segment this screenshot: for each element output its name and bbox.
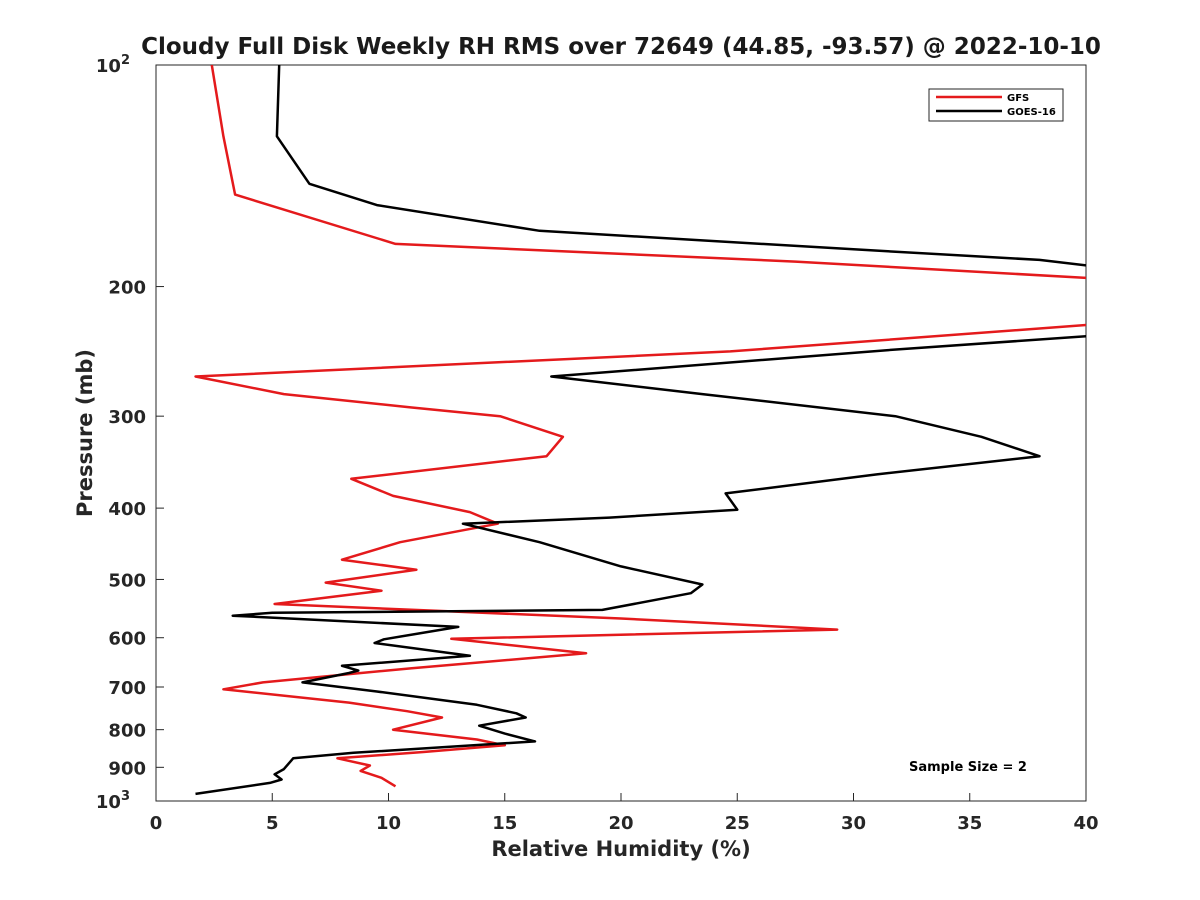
y-tick-label: 400 <box>108 499 146 520</box>
x-tick-label: 30 <box>841 813 866 834</box>
y-tick-label: 500 <box>108 570 146 591</box>
legend: GFS GOES-16 <box>928 88 1064 122</box>
x-axis-label: Relative Humidity (%) <box>491 837 750 861</box>
y-tick-label: 700 <box>108 678 146 699</box>
y-tick-label: 900 <box>108 758 146 779</box>
x-tick-label: 25 <box>725 813 750 834</box>
x-tick-label: 40 <box>1073 813 1098 834</box>
x-tick-label: 15 <box>492 813 517 834</box>
series-layer <box>194 65 1086 796</box>
y-tick-label: 200 <box>108 278 146 299</box>
y-axis-label: Pressure (mb) <box>73 349 97 517</box>
x-tick-label: 0 <box>150 813 163 834</box>
y-tick-label: 600 <box>108 629 146 650</box>
legend-label-goes-16: GOES-16 <box>1007 107 1056 118</box>
x-tick-label: 20 <box>608 813 633 834</box>
y-tick-label: 300 <box>108 407 146 428</box>
y-tick-label: 103 <box>96 789 130 813</box>
sample-size-annotation: Sample Size = 2 <box>909 760 1027 775</box>
chart-title: Cloudy Full Disk Weekly RH RMS over 7264… <box>141 34 1101 60</box>
legend-label-gfs: GFS <box>1007 93 1029 104</box>
x-tick-label: 5 <box>266 813 279 834</box>
x-tick-label: 10 <box>376 813 401 834</box>
series-line-gfs <box>194 65 1086 788</box>
x-tick-label: 35 <box>957 813 982 834</box>
legend-box <box>928 88 1064 122</box>
y-tick-label: 800 <box>108 721 146 742</box>
y-tick-label: 102 <box>96 53 130 77</box>
axes-layer: 0 5 10 15 20 25 30 35 40 102 200 300 400 500 600 700 800… <box>96 53 1099 834</box>
series-line-goes-16 <box>195 65 1086 796</box>
plot-frame <box>155 64 1087 802</box>
